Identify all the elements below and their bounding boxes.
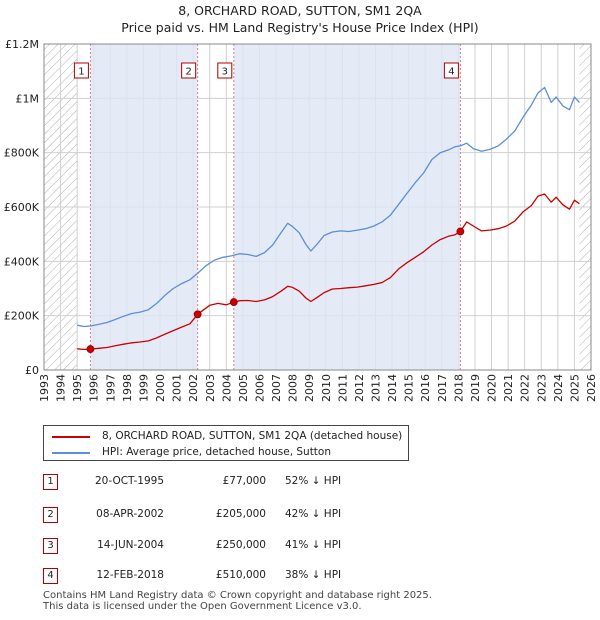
x-tick-label: 2015	[403, 374, 416, 402]
x-tick-label: 2000	[154, 374, 167, 402]
x-tick-label: 2026	[585, 374, 598, 402]
x-tick-label: 2003	[204, 374, 217, 402]
y-tick-label: £600K	[4, 201, 40, 214]
series-lines	[77, 86, 580, 351]
sale-date: 20-OCT-1995	[95, 475, 164, 487]
sale-marker-label: 4	[448, 67, 454, 78]
sale-marker-label: 3	[222, 67, 228, 78]
footer-line-1: Contains HM Land Registry data © Crown c…	[43, 590, 432, 601]
x-tick-label: 2014	[386, 374, 399, 402]
y-tick-label: £800K	[4, 147, 40, 160]
y-tick-label: £200K	[4, 310, 40, 323]
sale-marker-box	[217, 62, 233, 79]
x-tick-label: 2012	[353, 374, 366, 402]
table-row: 2 08-APR-2002 £205,000 42% ↓ HPI	[0, 505, 600, 525]
y-tick-label: £1.2M	[5, 38, 39, 51]
chart-title: 8, ORCHARD ROAD, SUTTON, SM1 2QA	[178, 3, 422, 18]
table-row: 4 12-FEB-2018 £510,000 38% ↓ HPI	[0, 566, 600, 586]
x-tick-label: 2007	[270, 374, 283, 402]
x-tick-label: 2025	[568, 374, 581, 402]
y-tick-label: £400K	[4, 255, 40, 268]
sale-point	[229, 298, 238, 306]
plot-frame	[43, 43, 592, 371]
x-tick-label: 1994	[55, 374, 68, 402]
property-line	[77, 193, 580, 351]
sale-price: £510,000	[215, 569, 266, 581]
legend: 8, ORCHARD ROAD, SUTTON, SM1 2QA (detach…	[43, 425, 409, 461]
x-tick-label: 2013	[370, 374, 383, 402]
x-tick-label: 2016	[419, 374, 432, 402]
x-tick-label: 2024	[552, 374, 565, 402]
footer-attribution: Contains HM Land Registry data © Crown c…	[43, 590, 432, 612]
sale-number-badge: 2	[43, 507, 58, 523]
legend-swatch-property	[52, 436, 90, 438]
x-tick-label: 2020	[486, 374, 499, 402]
chart-subtitle: Price paid vs. HM Land Registry's House …	[121, 20, 479, 35]
legend-swatch-hpi	[52, 452, 90, 454]
table-row: 1 20-OCT-1995 £77,000 52% ↓ HPI	[0, 472, 600, 492]
sale-hpi-diff: 52% ↓ HPI	[285, 475, 342, 487]
sale-shading	[89, 44, 461, 370]
x-tick-label: 2019	[469, 374, 482, 402]
x-tick-label: 2010	[320, 374, 333, 402]
x-tick-label: 2005	[237, 374, 250, 402]
x-tick-label: 2011	[336, 374, 349, 402]
sale-period-shade	[90, 44, 198, 370]
sale-number-badge: 4	[43, 568, 58, 584]
sale-marker-box	[181, 62, 197, 79]
sale-marker-box	[443, 62, 459, 79]
sale-date: 08-APR-2002	[96, 508, 164, 520]
hpi-line	[77, 86, 580, 328]
legend-label-property: 8, ORCHARD ROAD, SUTTON, SM1 2QA (detach…	[102, 430, 403, 442]
y-tick-label: £0	[25, 364, 39, 377]
legend-label-hpi: HPI: Average price, detached house, Sutt…	[102, 446, 332, 458]
sale-marker-label: 1	[78, 67, 84, 78]
x-tick-label: 2001	[171, 374, 184, 402]
sale-marker-box	[73, 62, 89, 79]
x-tick-label: 1993	[38, 374, 51, 402]
sale-point	[86, 345, 95, 353]
x-tick-label: 1999	[137, 374, 150, 402]
sale-hpi-diff: 42% ↓ HPI	[285, 508, 342, 520]
x-tick-label: 1995	[71, 374, 84, 402]
sale-date: 12-FEB-2018	[96, 569, 164, 581]
sale-hpi-diff: 38% ↓ HPI	[285, 569, 342, 581]
sale-number-badge: 1	[43, 474, 58, 490]
sale-date: 14-JUN-2004	[97, 539, 164, 551]
x-tick-label: 2023	[535, 374, 548, 402]
x-tick-label: 2009	[303, 374, 316, 402]
sale-marker-label: 2	[185, 67, 191, 78]
sale-hpi-diff: 41% ↓ HPI	[285, 539, 342, 551]
sale-point	[456, 227, 465, 236]
sale-price: £205,000	[215, 508, 266, 520]
chart-title-block: 8, ORCHARD ROAD, SUTTON, SM1 2QA Price p…	[0, 2, 600, 36]
footer-line-2: This data is licensed under the Open Gov…	[43, 601, 362, 612]
x-tick-label: 2006	[253, 374, 266, 402]
x-tick-label: 2002	[187, 374, 200, 402]
x-tick-label: 1997	[104, 374, 117, 402]
x-tick-label: 1998	[121, 374, 134, 402]
x-tick-label: 2004	[220, 374, 233, 402]
x-tick-label: 1996	[88, 374, 101, 402]
x-tick-label: 2008	[287, 374, 300, 402]
sale-number-badge: 3	[43, 538, 58, 554]
x-tick-label: 2021	[502, 374, 515, 402]
sale-price: £250,000	[215, 539, 266, 551]
x-tick-label: 2022	[519, 374, 532, 402]
sale-price: £77,000	[222, 475, 266, 487]
table-row: 3 14-JUN-2004 £250,000 41% ↓ HPI	[0, 536, 600, 556]
sale-point	[193, 310, 202, 319]
x-tick-label: 2018	[452, 374, 465, 402]
sale-markers: 1 2 3 4	[73, 62, 465, 353]
x-tick-label: 2017	[436, 374, 449, 402]
y-tick-label: £1M	[16, 92, 40, 105]
sale-period-shade	[233, 44, 461, 370]
